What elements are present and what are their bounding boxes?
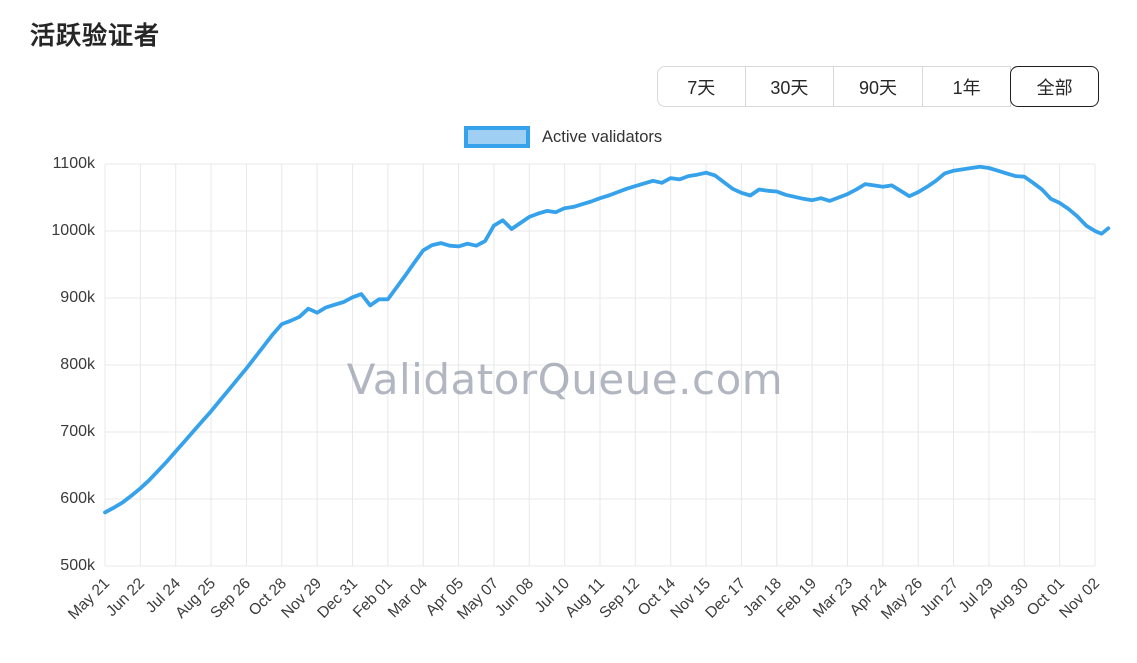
time-range-selector: 7天 30天 90天 1年 全部 (657, 66, 1099, 107)
range-button-90d[interactable]: 90天 (834, 66, 923, 107)
page-title: 活跃验证者 (30, 22, 161, 50)
legend-item-active-validators[interactable]: Active validators (464, 126, 662, 148)
legend-label: Active validators (542, 127, 663, 146)
range-button-all[interactable]: 全部 (1010, 66, 1099, 107)
y-axis-label: 1000k (51, 222, 95, 239)
y-axis-label: 900k (60, 289, 95, 306)
y-axis-label: 500k (60, 557, 95, 574)
y-axis-label: 600k (60, 490, 95, 507)
y-axis-label: 800k (60, 356, 95, 373)
range-button-7d[interactable]: 7天 (657, 66, 746, 107)
range-button-1y[interactable]: 1年 (922, 66, 1012, 107)
chart-gridlines (104, 163, 1096, 567)
series-line-active-validators (103, 164, 1111, 515)
range-button-30d[interactable]: 30天 (745, 66, 835, 107)
y-axis-label: 700k (60, 423, 95, 440)
legend-swatch (464, 126, 530, 148)
y-axis-label: 1100k (52, 155, 95, 172)
